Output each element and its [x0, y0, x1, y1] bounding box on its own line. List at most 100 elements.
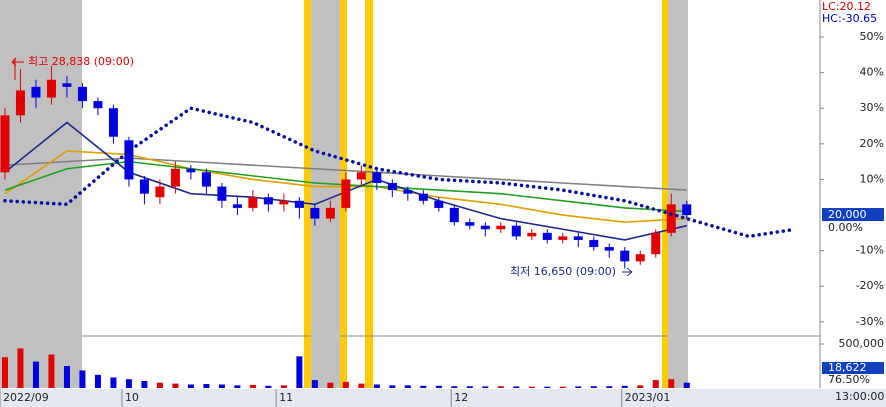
candle-body — [496, 225, 506, 230]
volume-bar — [141, 380, 148, 388]
candle-body — [558, 236, 568, 240]
shade — [665, 0, 688, 335]
candle-body — [139, 179, 149, 194]
low-arrow — [622, 267, 633, 277]
candle-body — [542, 232, 552, 240]
candle-body — [418, 193, 428, 201]
volume-bar — [482, 386, 489, 388]
volume-bar — [125, 379, 132, 388]
shade — [665, 337, 688, 388]
high-annotation: 최고 28,838 (09:00) — [28, 55, 134, 68]
volume-bar — [575, 386, 582, 388]
volume-bar — [435, 385, 442, 388]
candle-body — [387, 182, 397, 191]
y-tick-label: 10% — [860, 172, 884, 185]
candle-body — [31, 86, 41, 98]
candle-body — [0, 115, 10, 173]
volume-tick-label: 500,000 — [839, 337, 885, 350]
candle-body — [77, 86, 87, 102]
volume-bar — [172, 383, 179, 388]
candle-body — [666, 204, 676, 233]
volume-bar — [94, 374, 101, 388]
candle-body — [434, 200, 444, 208]
candle-body — [511, 225, 521, 237]
volume-bar — [513, 386, 520, 388]
volume-bar — [17, 348, 24, 388]
volume-bar — [528, 386, 535, 388]
volume-last: 18,622 — [828, 361, 867, 374]
y-tick-label: 40% — [860, 66, 884, 79]
volume-bar — [280, 385, 287, 388]
volume-box — [822, 362, 884, 374]
volume-bar — [79, 370, 86, 388]
volume-bar — [249, 384, 256, 388]
volume-bar — [156, 382, 163, 388]
volume-bar — [32, 361, 39, 388]
candle-body — [279, 200, 289, 205]
volume-bar — [110, 377, 117, 388]
volume-bar — [203, 384, 210, 388]
price-box — [822, 208, 884, 222]
x-axis-bar — [0, 389, 886, 407]
volume-bar — [668, 379, 675, 388]
candle-body — [62, 83, 72, 87]
volume-bar — [327, 382, 334, 388]
candle-body — [93, 101, 103, 109]
candle-body — [155, 186, 165, 198]
low-annotation: 최저 16,650 (09:00) — [510, 265, 616, 278]
volume-bar — [187, 384, 194, 388]
volume-bar — [497, 386, 504, 388]
candle-body — [620, 250, 630, 262]
volume-bar — [234, 385, 241, 388]
candle-body — [15, 90, 25, 116]
candle-body — [46, 79, 56, 98]
dotted-line — [3, 106, 797, 239]
volume-bar — [683, 382, 690, 388]
volume-bar — [544, 386, 551, 388]
candle-body — [170, 168, 180, 187]
volume-bar — [63, 366, 70, 388]
candle-body — [310, 207, 320, 219]
volume-bar — [559, 386, 566, 388]
candle-body — [465, 222, 475, 226]
y-tick-label: 50% — [860, 30, 884, 43]
volume-bar — [451, 386, 458, 388]
volume-bar — [652, 380, 659, 388]
time-label: 13:00:00 — [835, 390, 884, 403]
x-tick-label: 12 — [454, 391, 468, 404]
x-tick-label: 11 — [279, 391, 293, 404]
volume-bar — [373, 384, 380, 388]
x-tick-label: 10 — [125, 391, 139, 404]
candle-body — [604, 247, 614, 251]
candle-body — [449, 207, 459, 223]
candle-body — [589, 239, 599, 248]
volume-pct: 76.50% — [828, 373, 870, 386]
current-pct: 0.00% — [828, 221, 863, 234]
candle-body — [294, 200, 304, 208]
candle-body — [573, 236, 583, 240]
candle-body — [108, 108, 118, 137]
candle-body — [372, 172, 382, 183]
candle-body — [682, 204, 692, 216]
lc-label: LC:20.12 — [822, 0, 871, 13]
candle-body — [651, 232, 661, 255]
candle-body — [403, 190, 413, 194]
volume-bar — [389, 385, 396, 388]
candle-body — [217, 186, 227, 201]
candle-body — [124, 140, 134, 180]
volume-bar — [606, 386, 613, 388]
ma-line — [4, 157, 687, 191]
volume-bar — [342, 381, 349, 388]
candle-body — [527, 232, 537, 237]
y-tick-label: -10% — [856, 244, 884, 257]
hc-label: HC:-30.65 — [822, 12, 877, 25]
y-tick-label: 30% — [860, 101, 884, 114]
candle-body — [232, 204, 242, 208]
y-tick-label: 20% — [860, 137, 884, 150]
shade — [0, 0, 82, 335]
x-tick-label: 2023/01 — [625, 391, 671, 404]
candle-body — [325, 207, 335, 219]
candle-body — [201, 172, 211, 187]
volume-bar — [420, 385, 427, 388]
